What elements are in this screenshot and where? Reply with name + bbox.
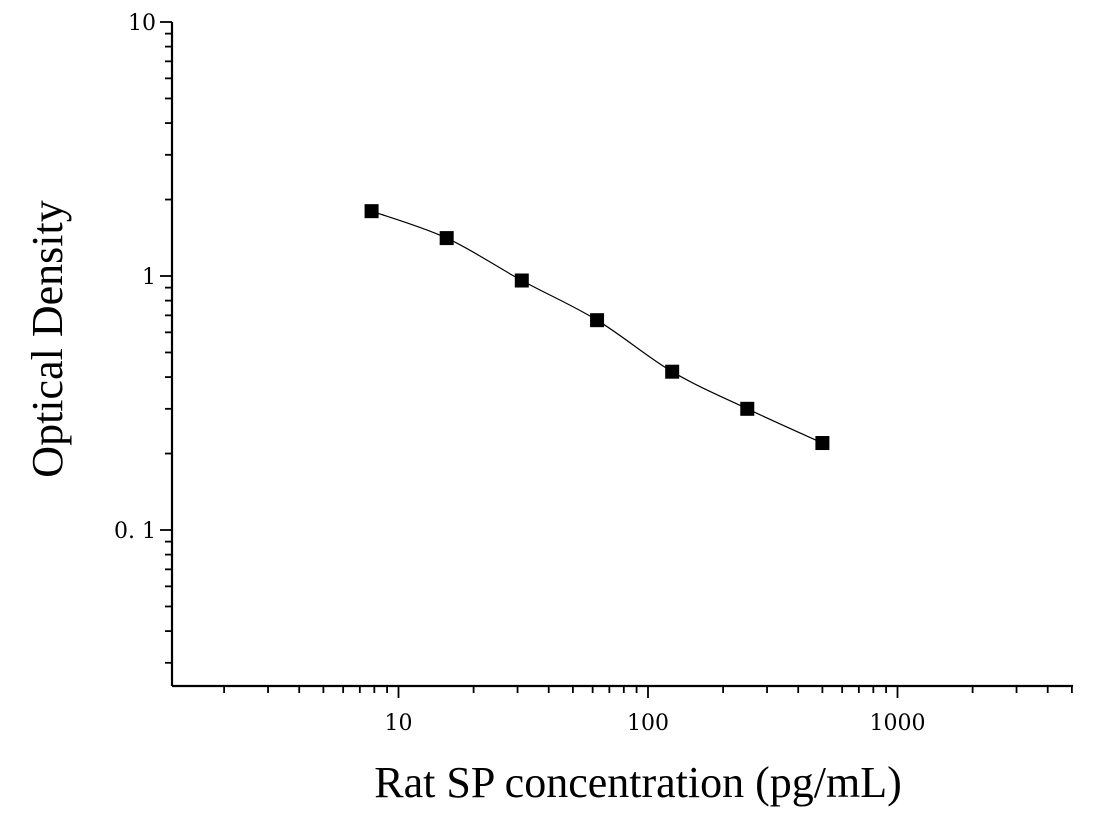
x-axis-title: Rat SP concentration (pg/mL) — [374, 758, 901, 807]
data-point — [590, 313, 605, 328]
y-tick-label: 0. 1 — [114, 519, 156, 544]
x-tick-label: 10 — [385, 711, 413, 736]
ticks — [160, 21, 1073, 698]
data-point — [740, 401, 755, 416]
data-point — [514, 273, 529, 288]
y-tick-label: 10 — [128, 11, 156, 36]
data-point — [439, 231, 454, 246]
y-axis-title: Optical Density — [23, 200, 72, 477]
data-points — [364, 204, 830, 451]
axes — [170, 22, 1073, 688]
tick-labels: 10 100 1000 0. 1 1 10 — [114, 11, 925, 736]
data-point — [364, 204, 379, 219]
x-tick-label: 1000 — [870, 711, 926, 736]
data-point — [815, 436, 830, 451]
y-tick-label: 1 — [142, 265, 156, 290]
x-tick-label: 100 — [627, 711, 669, 736]
data-point — [665, 364, 680, 379]
